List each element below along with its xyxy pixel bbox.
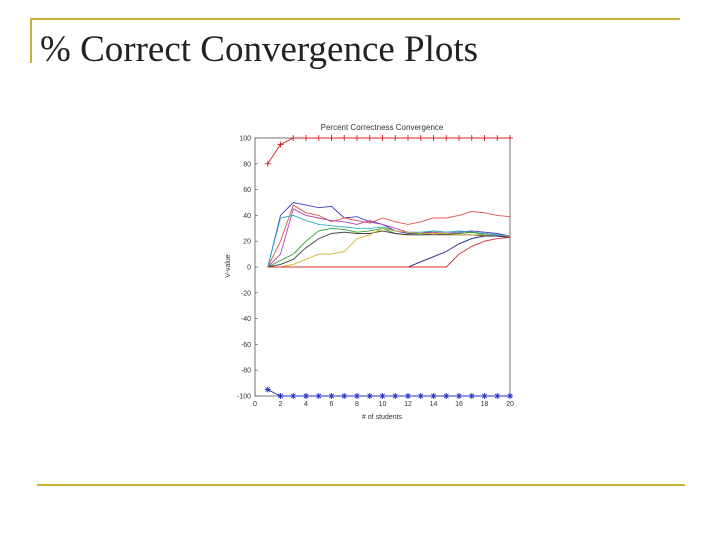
data-point: [264, 160, 271, 167]
data-point: [328, 393, 335, 399]
data-point: [494, 135, 501, 141]
data-point: [290, 135, 297, 141]
x-tick-label: 6: [330, 401, 334, 408]
y-tick-label: -60: [241, 342, 251, 349]
data-point: [379, 393, 386, 399]
y-tick-label: 20: [243, 239, 251, 246]
series-line-8: [267, 230, 511, 268]
data-point: [354, 135, 360, 141]
y-tick-label: -40: [241, 316, 251, 323]
data-point: [405, 135, 411, 141]
bottom-rule: [37, 484, 685, 486]
data-point: [430, 135, 437, 141]
data-point: [303, 135, 309, 141]
series-line-3: [267, 202, 511, 268]
data-point: [405, 393, 411, 399]
y-tick-label: 80: [243, 161, 251, 168]
slide-title: % Correct Convergence Plots: [40, 29, 479, 70]
x-tick-label: 4: [304, 401, 308, 408]
x-tick-label: 20: [506, 401, 514, 408]
y-tick-label: -100: [237, 394, 251, 401]
series-line-2: [267, 389, 510, 397]
x-tick-label: 0: [253, 401, 257, 408]
x-tick-label: 14: [430, 401, 438, 408]
x-tick-label: 18: [481, 401, 489, 408]
data-point: [264, 386, 271, 393]
data-point: [354, 393, 360, 399]
y-tick-label: 0: [247, 265, 251, 272]
series-line-4: [267, 204, 511, 268]
x-tick-label: 2: [279, 401, 283, 408]
data-point: [494, 393, 501, 399]
data-point: [290, 393, 297, 399]
data-point: [481, 393, 488, 399]
data-point: [507, 393, 513, 399]
data-point: [392, 135, 399, 141]
data-point: [456, 135, 462, 141]
x-tick-label: 10: [379, 401, 387, 408]
data-point: [468, 135, 475, 141]
data-point: [328, 135, 335, 141]
data-point: [277, 393, 284, 399]
data-point: [277, 141, 284, 148]
y-tick-label: -80: [241, 368, 251, 375]
x-tick-label: 16: [455, 401, 463, 408]
series-line-7: [267, 227, 511, 268]
data-point: [443, 393, 450, 399]
data-point: [443, 135, 450, 141]
series-line-6: [267, 214, 511, 268]
data-point: [456, 393, 462, 399]
data-point: [481, 135, 488, 141]
chart-title: Percent Correctness Convergence: [321, 123, 444, 132]
top-rule: [30, 18, 680, 20]
data-point: [366, 135, 373, 141]
data-point: [341, 393, 348, 399]
data-point: [468, 393, 475, 399]
data-point: [417, 135, 424, 141]
data-point: [303, 393, 309, 399]
data-point: [507, 135, 513, 141]
y-axis-label: V-value: [225, 254, 232, 277]
series-line-10: [267, 235, 511, 268]
data-point: [392, 393, 399, 399]
y-tick-label: 60: [243, 187, 251, 194]
data-point: [315, 135, 322, 141]
data-point: [315, 393, 322, 399]
x-axis-label: # of students: [362, 414, 403, 421]
y-tick-label: 40: [243, 213, 251, 220]
left-rule: [30, 18, 32, 63]
data-point: [341, 135, 348, 141]
data-point: [417, 393, 424, 399]
data-point: [379, 135, 386, 141]
data-point: [430, 393, 437, 399]
series-line-1: [267, 137, 510, 165]
x-tick-label: 12: [404, 401, 412, 408]
series-line-11: [267, 236, 511, 268]
x-tick-label: 8: [355, 401, 359, 408]
data-point: [366, 393, 373, 399]
y-tick-label: 100: [239, 136, 251, 143]
y-tick-label: -20: [241, 290, 251, 297]
convergence-chart: Percent Correctness Convergence # of stu…: [225, 123, 514, 421]
series-line-9: [267, 227, 510, 268]
